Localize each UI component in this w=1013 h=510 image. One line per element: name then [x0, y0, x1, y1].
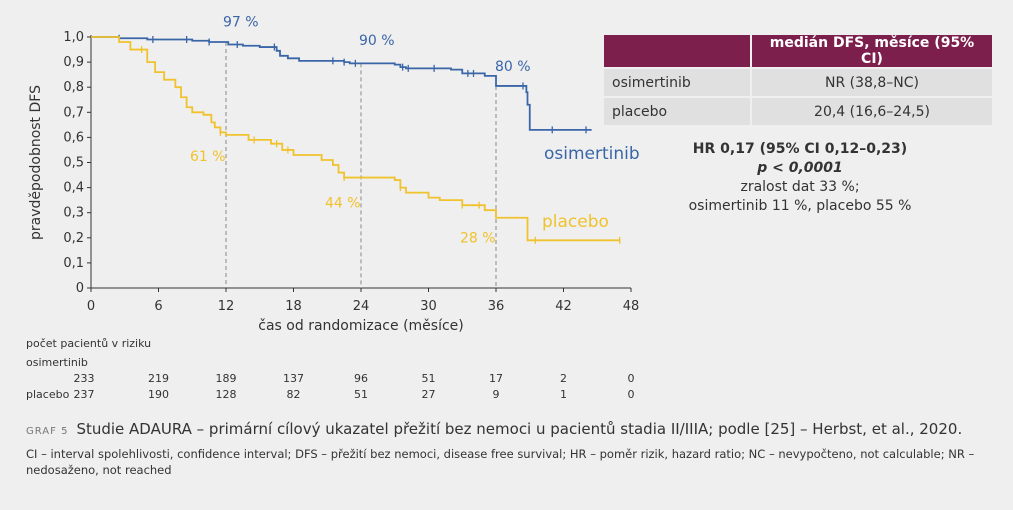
table-cell-value: NR (38,8–NC)	[750, 67, 992, 97]
caption-text: Studie ADAURA – primární cílový ukazatel…	[76, 420, 963, 438]
annotation-placebo: 61 %	[190, 149, 226, 165]
x-tick-label: 42	[555, 299, 572, 314]
y-tick-label: 0,2	[63, 231, 84, 246]
x-tick-label: 24	[353, 299, 370, 314]
risk-value: 137	[283, 372, 304, 385]
annotation-placebo: 44 %	[325, 196, 361, 212]
y-tick-label: 0,7	[63, 105, 84, 120]
table-row: osimertinib NR (38,8–NC)	[604, 67, 992, 97]
table-header-empty	[604, 35, 751, 68]
data-maturity: zralost dat 33 %;	[740, 179, 860, 195]
y-tick-label: 0,5	[63, 156, 84, 171]
risk-table-title: počet pacientů v riziku	[26, 337, 151, 350]
series-label-osimertinib: osimertinib	[544, 144, 640, 164]
annotation-placebo: 28 %	[460, 231, 496, 247]
p-value-text: p < 0,0001	[757, 160, 843, 176]
x-axis-label: čas od randomizace (měsíce)	[258, 318, 463, 334]
risk-value: 1	[560, 388, 567, 401]
y-tick-label: 0,1	[63, 256, 84, 271]
series-line-osimertinib	[91, 36, 592, 131]
x-tick-label: 18	[285, 299, 302, 314]
risk-value: 51	[422, 372, 436, 385]
risk-value: 128	[216, 388, 237, 401]
y-axis-label: pravděpodobnost DFS	[28, 85, 44, 240]
risk-value: 2	[560, 372, 567, 385]
annotation-osimertinib: 97 %	[223, 15, 259, 31]
table-cell-drug: placebo	[604, 96, 751, 125]
risk-value: 17	[489, 372, 503, 385]
caption-tag: GRAF 5	[26, 426, 69, 437]
y-tick-label: 1,0	[63, 30, 84, 45]
series-label-placebo: placebo	[542, 212, 609, 232]
y-tick-label: 0,3	[63, 206, 84, 221]
x-tick-label: 48	[623, 299, 640, 314]
median-dfs-table: medián DFS, měsíce (95% CI) osimertinib …	[604, 35, 992, 125]
risk-value: 219	[148, 372, 169, 385]
y-tick-label: 0	[76, 281, 84, 296]
figure-caption: GRAF 5 Studie ADAURA – primární cílový uk…	[26, 420, 962, 438]
x-tick-label: 6	[154, 299, 162, 314]
y-tick-label: 0,4	[63, 181, 84, 196]
risk-value: 9	[493, 388, 500, 401]
table-header: medián DFS, měsíce (95% CI)	[750, 35, 992, 68]
risk-value: 233	[74, 372, 95, 385]
x-tick-label: 36	[488, 299, 505, 314]
data-maturity-detail: osimertinib 11 %, placebo 55 %	[688, 198, 912, 214]
annotation-osimertinib: 80 %	[495, 59, 531, 75]
risk-value: 0	[628, 372, 635, 385]
p-value: p < 0,0001	[660, 159, 940, 178]
y-tick-label: 0,9	[63, 55, 84, 70]
table-cell-drug: osimertinib	[604, 67, 751, 97]
x-tick-label: 12	[218, 299, 235, 314]
table-cell-value: 20,4 (16,6–24,5)	[750, 96, 992, 125]
risk-value: 27	[422, 388, 436, 401]
annotation-osimertinib: 90 %	[359, 33, 395, 49]
x-tick-label: 30	[420, 299, 437, 314]
y-tick-label: 0,6	[63, 130, 84, 145]
y-tick-label: 0,8	[63, 80, 84, 95]
statistics-block: HR 0,17 (95% CI 0,12–0,23) p < 0,0001 zr…	[660, 140, 940, 216]
x-tick-label: 0	[87, 299, 95, 314]
risk-value: 96	[354, 372, 368, 385]
risk-value: 237	[74, 388, 95, 401]
risk-value: 0	[628, 388, 635, 401]
risk-row-label: placebo	[26, 388, 70, 401]
table-row: placebo 20,4 (16,6–24,5)	[604, 96, 992, 125]
hazard-ratio: HR 0,17 (95% CI 0,12–0,23)	[692, 141, 908, 157]
risk-row-label: osimertinib	[26, 356, 88, 369]
risk-value: 189	[216, 372, 237, 385]
risk-value: 190	[148, 388, 169, 401]
risk-value: 82	[287, 388, 301, 401]
km-chart: 00,10,20,30,40,50,60,70,80,91,00 6 12 18 24 3…	[26, 15, 640, 401]
risk-value: 51	[354, 388, 368, 401]
footnote: CI – interval spolehlivosti, confidence …	[26, 447, 975, 477]
